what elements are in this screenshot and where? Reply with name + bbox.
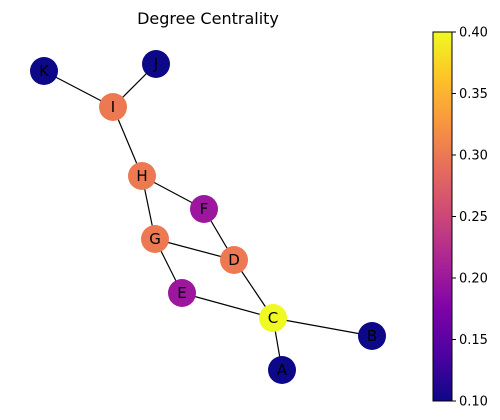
node-circle-a: [268, 356, 296, 384]
node-label-j: J: [153, 55, 158, 73]
node-circle-e: [168, 279, 196, 307]
node-f: F: [190, 195, 218, 223]
node-j: J: [142, 50, 170, 78]
colorbar-tick-label: 0.25: [459, 210, 488, 225]
node-d: D: [220, 246, 248, 274]
node-circle-k: [30, 57, 58, 85]
node-label-c: C: [268, 309, 278, 327]
colorbar-tick-label: 0.15: [459, 333, 488, 348]
node-label-i: I: [111, 98, 115, 116]
node-g: G: [141, 225, 169, 253]
node-b: B: [358, 322, 386, 350]
node-label-f: F: [200, 200, 209, 218]
chart-title: Degree Centrality: [137, 9, 279, 28]
node-i: I: [99, 93, 127, 121]
node-c: C: [259, 304, 287, 332]
colorbar-tick-label: 0.40: [459, 26, 488, 41]
edge-e-c: [181, 292, 274, 319]
node-circle-j: [142, 50, 170, 78]
nodes-layer: A B C D E F G H I J K: [30, 50, 386, 384]
node-label-b: B: [367, 327, 377, 345]
colorbar-ticks: 0.10 0.15 0.20 0.25 0.30 0.35 0.40: [452, 26, 488, 410]
node-a: A: [268, 356, 296, 384]
colorbar-tick-label: 0.35: [459, 87, 488, 102]
node-e: E: [168, 279, 196, 307]
node-label-e: E: [177, 284, 186, 302]
node-circle-i: [99, 93, 127, 121]
colorbar-tick-label: 0.30: [459, 149, 488, 164]
node-label-h: H: [136, 167, 147, 185]
node-label-k: K: [39, 62, 50, 80]
node-label-g: G: [149, 230, 161, 248]
colorbar: 0.10 0.15 0.20 0.25 0.30 0.35 0.40: [432, 26, 488, 410]
colorbar-tick-label: 0.10: [459, 395, 488, 410]
node-circle-d: [220, 246, 248, 274]
edge-c-b: [272, 317, 373, 337]
node-circle-b: [358, 322, 386, 350]
node-circle-c: [259, 304, 287, 332]
node-circle-g: [141, 225, 169, 253]
node-label-a: A: [277, 361, 288, 379]
node-h: H: [128, 162, 156, 190]
colorbar-tick-label: 0.20: [459, 272, 488, 287]
node-k: K: [30, 57, 58, 85]
node-circle-h: [128, 162, 156, 190]
node-circle-f: [190, 195, 218, 223]
node-label-d: D: [228, 251, 240, 269]
colorbar-gradient: [432, 31, 453, 402]
